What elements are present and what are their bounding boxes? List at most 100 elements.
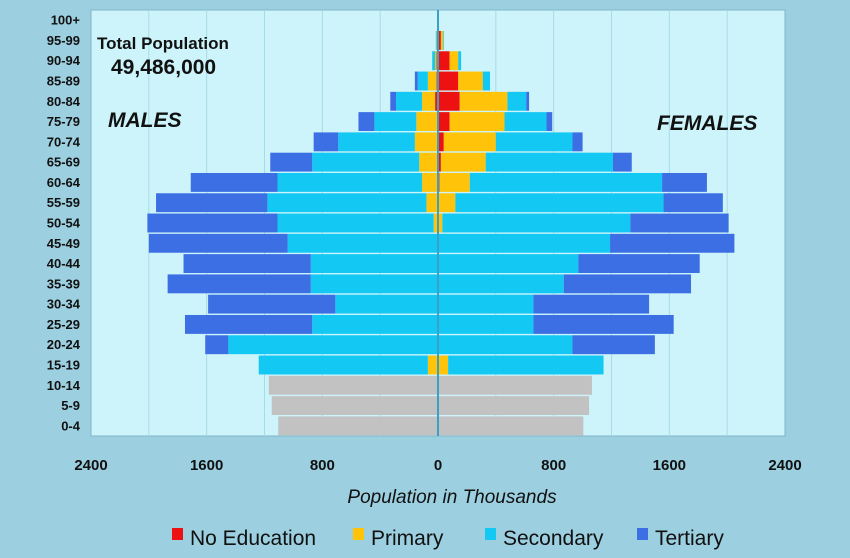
female-bar-60-64-primary — [439, 172, 470, 192]
x-tick-labels: 2400 1600 800 0 800 1600 2400 — [74, 457, 801, 474]
male-bar-5-9-under-age — [271, 396, 438, 416]
age-label-45-49: 45-49 — [47, 236, 80, 251]
female-bar-80-84-secondary — [507, 91, 527, 111]
male-bar-55-59-tertiary — [156, 193, 268, 213]
male-bar-65-69-tertiary — [270, 152, 313, 172]
male-bar-70-74-secondary — [338, 132, 415, 152]
age-label-50-54: 50-54 — [47, 216, 81, 231]
male-bar-20-24-tertiary — [205, 335, 229, 355]
male-bar-30-34-secondary — [335, 294, 438, 314]
female-bar-65-69-no-education — [438, 152, 441, 172]
male-bar-85-89-tertiary — [414, 71, 418, 91]
age-label-90-94: 90-94 — [47, 53, 81, 68]
age-label-95-99: 95-99 — [47, 33, 80, 48]
female-bar-80-84-no-education — [438, 91, 460, 111]
female-bar-25-29-tertiary — [533, 314, 674, 334]
female-bar-85-89-no-education — [438, 71, 459, 91]
legend-label-secondary: Secondary — [503, 527, 604, 550]
age-labels: 0-4 5-9 10-14 15-19 20-24 25-29 30-34 35-39 40-4… — [47, 13, 81, 434]
female-bar-55-59-tertiary — [663, 193, 723, 213]
male-bar-40-44-secondary — [310, 254, 438, 274]
male-bar-45-49-tertiary — [148, 233, 288, 253]
female-bar-55-59-primary — [438, 193, 456, 213]
female-bar-65-69-secondary — [485, 152, 613, 172]
female-bar-35-39-secondary — [438, 274, 564, 294]
male-bar-95-99-secondary — [435, 30, 437, 50]
x-tick-label: 1600 — [653, 457, 686, 474]
female-bar-85-89-secondary — [482, 71, 491, 91]
female-bar-90-94-no-education — [438, 51, 450, 71]
male-bar-50-54-secondary — [277, 213, 434, 233]
female-bar-70-74-secondary — [495, 132, 573, 152]
age-label-55-59: 55-59 — [47, 195, 80, 210]
male-bar-75-79-tertiary — [358, 112, 375, 132]
males-label: MALES — [108, 109, 182, 132]
male-bar-55-59-primary — [426, 193, 438, 213]
female-bar-55-59-secondary — [455, 193, 664, 213]
female-bar-5-9-under-age — [438, 396, 590, 416]
x-tick-label: 2400 — [74, 457, 107, 474]
female-bar-90-94-secondary — [458, 51, 462, 71]
female-bar-40-44-secondary — [438, 254, 579, 274]
female-bar-45-49-secondary — [438, 233, 611, 253]
legend-swatch-no-education — [172, 528, 183, 540]
legend-swatch-primary — [353, 528, 364, 540]
age-label-100+: 100+ — [51, 13, 81, 28]
male-bar-20-24-secondary — [228, 335, 438, 355]
male-bar-80-84-tertiary — [390, 91, 397, 111]
female-bar-75-79-no-education — [438, 112, 450, 132]
female-bar-95-99-no-education — [438, 30, 441, 50]
total-population-value: 49,486,000 — [111, 56, 216, 79]
female-bar-65-69-primary — [440, 152, 486, 172]
female-bar-20-24-tertiary — [572, 335, 655, 355]
age-label-0-4: 0-4 — [61, 418, 81, 433]
female-bar-70-74-primary — [443, 132, 496, 152]
male-bar-70-74-primary — [414, 132, 438, 152]
male-bar-35-39-secondary — [310, 274, 438, 294]
female-bar-45-49-tertiary — [610, 233, 735, 253]
male-bar-75-79-primary — [416, 112, 438, 132]
male-bar-80-84-secondary — [396, 91, 423, 111]
male-bar-25-29-tertiary — [184, 314, 313, 334]
male-bar-80-84-no-education — [435, 91, 438, 111]
male-bar-65-69-primary — [419, 152, 438, 172]
bars-group — [147, 10, 735, 436]
legend: No Education Primary Secondary Tertiary — [172, 527, 724, 550]
female-bar-15-19-primary — [438, 355, 449, 375]
male-bar-10-14-under-age — [268, 375, 438, 395]
x-tick-label: 1600 — [190, 457, 223, 474]
female-bar-30-34-secondary — [438, 294, 534, 314]
female-bar-35-39-tertiary — [563, 274, 692, 294]
male-bar-75-79-secondary — [374, 112, 417, 132]
female-bar-20-24-secondary — [438, 335, 573, 355]
age-label-5-9: 5-9 — [61, 398, 80, 413]
x-axis-label: Population in Thousands — [347, 487, 557, 508]
age-label-25-29: 25-29 — [47, 317, 80, 332]
x-tick-label: 2400 — [768, 457, 801, 474]
female-bar-60-64-secondary — [469, 172, 663, 192]
female-bar-65-69-tertiary — [612, 152, 632, 172]
female-bar-80-84-tertiary — [526, 91, 530, 111]
female-bar-25-29-secondary — [438, 314, 534, 334]
legend-swatch-secondary — [485, 528, 496, 540]
age-label-10-14: 10-14 — [47, 378, 81, 393]
x-tick-label: 800 — [310, 457, 335, 474]
age-label-65-69: 65-69 — [47, 155, 80, 170]
legend-label-tertiary: Tertiary — [655, 527, 724, 550]
females-label: FEMALES — [657, 112, 757, 135]
female-bar-60-64-tertiary — [662, 172, 707, 192]
male-bar-85-89-secondary — [417, 71, 428, 91]
female-bar-10-14-under-age — [438, 375, 592, 395]
male-bar-90-94-primary — [435, 51, 437, 71]
male-bar-25-29-secondary — [312, 314, 438, 334]
age-label-15-19: 15-19 — [47, 358, 80, 373]
male-bar-60-64-primary — [422, 172, 438, 192]
male-bar-55-59-secondary — [267, 193, 427, 213]
female-bar-50-54-secondary — [442, 213, 631, 233]
male-bar-15-19-primary — [427, 355, 438, 375]
male-bar-70-74-tertiary — [313, 132, 339, 152]
female-bar-70-74-tertiary — [572, 132, 583, 152]
age-label-60-64: 60-64 — [47, 175, 81, 190]
age-label-85-89: 85-89 — [47, 74, 80, 89]
age-label-20-24: 20-24 — [47, 337, 81, 352]
